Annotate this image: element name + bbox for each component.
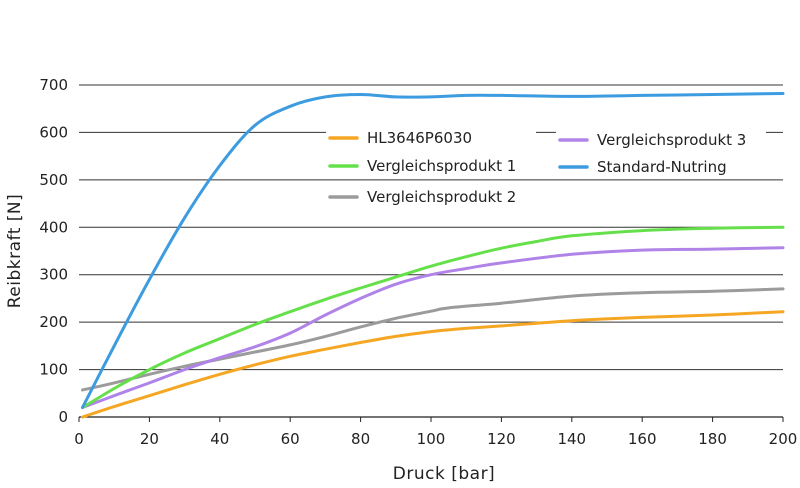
legend-label: Vergleichsprodukt 2	[367, 188, 516, 206]
x-tick-label: 100	[417, 430, 446, 448]
legend-label: Vergleichsprodukt 3	[597, 131, 746, 149]
series-line-vergleichsprodukt-2	[81, 287, 785, 392]
legend-item-background	[326, 124, 536, 146]
legend: HL3646P6030 Vergleichsprodukt 1 Vergleichs…	[326, 124, 766, 206]
legend-item: Vergleichsprodukt 2	[326, 183, 536, 206]
legend-label: Standard-Nutring	[597, 158, 727, 176]
legend-label: HL3646P6030	[367, 129, 472, 147]
series-lines	[81, 92, 785, 419]
y-tick-label: 700	[39, 76, 68, 94]
x-tick-label: 80	[351, 430, 370, 448]
legend-label: Vergleichsprodukt 1	[367, 157, 516, 175]
x-tick-label: 40	[210, 430, 229, 448]
x-tick-label: 20	[140, 430, 159, 448]
y-tick-label: 300	[39, 266, 68, 284]
legend-item: Vergleichsprodukt 1	[326, 152, 536, 175]
y-tick-label: 200	[39, 313, 68, 331]
y-tick-label: 600	[39, 123, 68, 141]
x-tick-label: 180	[698, 430, 727, 448]
y-tick-label: 400	[39, 218, 68, 236]
x-axis-ticks: 0 20 40 60 80 100 120 140 160 180 200	[74, 417, 797, 448]
series-line-hl3646p6030	[81, 310, 785, 419]
legend-item: HL3646P6030	[326, 124, 536, 147]
legend-item: Vergleichsprodukt 3	[556, 126, 766, 149]
x-tick-label: 60	[281, 430, 300, 448]
y-tick-label: 100	[39, 361, 68, 379]
x-tick-label: 160	[628, 430, 657, 448]
y-tick-label: 500	[39, 171, 68, 189]
x-axis-title: Druck [bar]	[393, 464, 495, 484]
legend-item-background	[326, 183, 536, 205]
y-axis-title: Reibkraft [N]	[5, 194, 25, 309]
series-line-standard-nutring	[81, 92, 785, 409]
legend-item: Standard-Nutring	[556, 153, 766, 176]
x-tick-label: 200	[769, 430, 798, 448]
x-tick-label: 140	[557, 430, 586, 448]
legend-item-background	[556, 126, 766, 148]
series-line-vergleichsprodukt-3	[81, 246, 785, 409]
x-tick-label: 120	[487, 430, 516, 448]
y-axis-ticks: 0 100 200 300 400 500 600 700	[39, 76, 68, 426]
legend-item-background	[556, 153, 766, 175]
y-tick-label: 0	[58, 408, 68, 426]
x-tick-label: 0	[74, 430, 84, 448]
series-line-vergleichsprodukt-1	[81, 225, 785, 409]
legend-item-background	[326, 152, 536, 174]
